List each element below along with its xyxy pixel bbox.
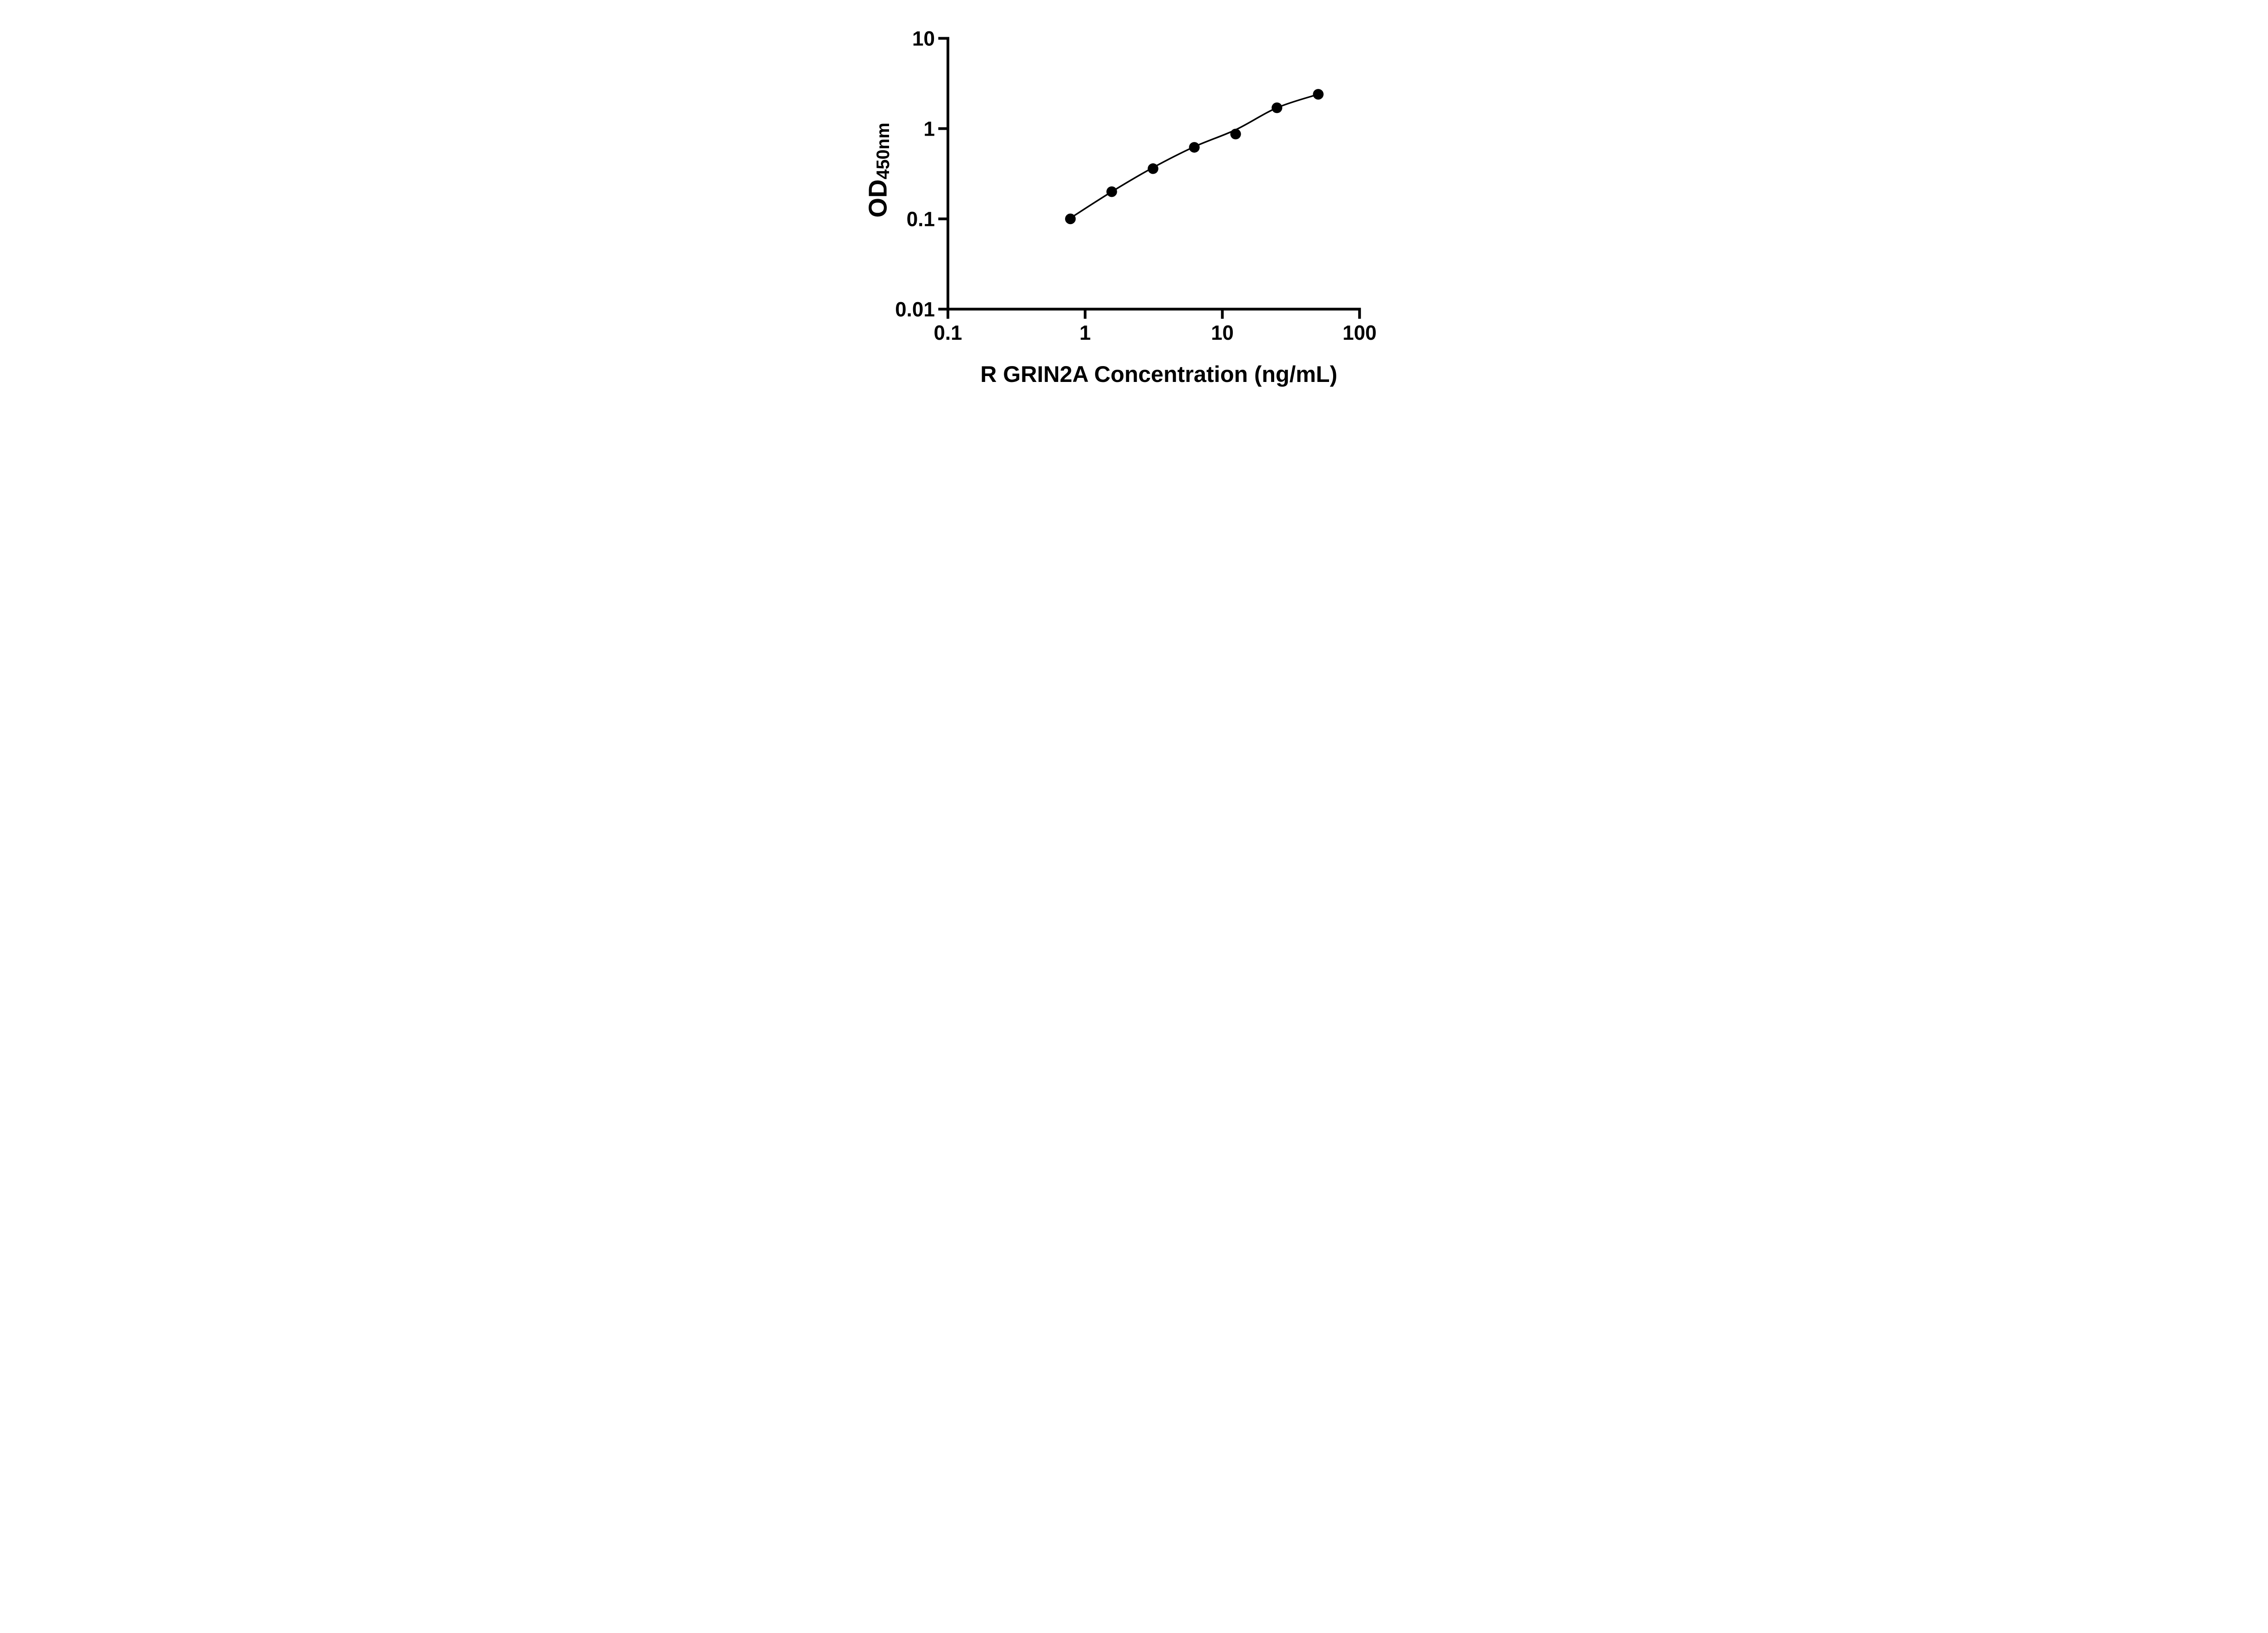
y-tick-label-0.01: 0.01 [895,298,935,321]
data-point-x0.781 [1065,213,1076,225]
data-point-x25 [1271,102,1282,113]
y-axis-title: OD450nm [863,122,893,218]
x-tick-label-0.1: 0.1 [934,321,962,344]
data-point-x50 [1313,89,1324,100]
data-point-x1.563 [1106,186,1117,197]
data-point-x6.25 [1189,142,1200,153]
x-axis-title: R GRIN2A Concentration (ng/mL) [980,362,1337,387]
y-tick-label-10: 10 [912,27,935,50]
x-tick-label-10: 10 [1211,321,1234,344]
data-point-x12.5 [1230,128,1241,140]
fit-curve-line [1070,93,1319,219]
data-layer [1065,89,1324,225]
data-point-x3.125 [1148,163,1158,174]
y-tick-label-0.1: 0.1 [906,208,935,231]
y-tick-label-1: 1 [924,117,935,141]
y-axis-title-subscript: 450nm [873,122,893,179]
axis-frame [938,37,1361,319]
figure-canvas: 10 1 0.1 0.01 0.1 1 10 100 R GRIN2A Concentrati… [842,0,1426,408]
x-tick-label-100: 100 [1343,321,1377,344]
x-tick-label-1: 1 [1080,321,1091,344]
y-axis-title-main: OD [863,179,892,217]
axes-layer [938,37,1361,319]
